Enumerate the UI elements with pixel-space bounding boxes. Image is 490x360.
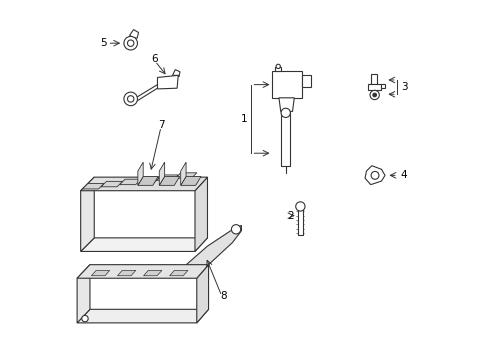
Polygon shape — [81, 177, 94, 251]
Polygon shape — [118, 270, 136, 276]
Polygon shape — [77, 265, 90, 323]
Bar — [368, 84, 381, 90]
Bar — [371, 74, 377, 84]
Polygon shape — [101, 181, 122, 187]
Polygon shape — [365, 166, 385, 185]
Polygon shape — [138, 177, 160, 183]
Polygon shape — [157, 75, 178, 89]
Text: 1: 1 — [241, 114, 248, 124]
Polygon shape — [92, 270, 110, 276]
Polygon shape — [77, 265, 209, 278]
Circle shape — [124, 36, 138, 50]
Polygon shape — [159, 162, 165, 185]
Circle shape — [296, 202, 305, 211]
Circle shape — [127, 40, 134, 46]
Bar — [281, 111, 290, 166]
Text: 6: 6 — [152, 54, 158, 64]
Polygon shape — [81, 238, 207, 251]
Circle shape — [373, 93, 376, 97]
Circle shape — [82, 315, 88, 322]
Bar — [302, 75, 311, 87]
Circle shape — [276, 64, 280, 68]
Polygon shape — [120, 179, 141, 185]
Polygon shape — [184, 225, 242, 276]
Polygon shape — [138, 176, 158, 185]
Polygon shape — [298, 208, 302, 235]
Polygon shape — [82, 184, 104, 189]
Polygon shape — [175, 173, 197, 178]
Polygon shape — [181, 176, 201, 185]
Circle shape — [371, 171, 379, 179]
Bar — [272, 71, 302, 98]
Text: 3: 3 — [401, 82, 407, 92]
Polygon shape — [138, 162, 143, 185]
Polygon shape — [144, 270, 162, 276]
Text: 8: 8 — [220, 291, 227, 301]
Polygon shape — [130, 30, 139, 38]
Text: 2: 2 — [287, 211, 294, 221]
Circle shape — [124, 92, 138, 106]
Circle shape — [281, 108, 291, 117]
Polygon shape — [181, 162, 186, 185]
Text: 4: 4 — [401, 170, 407, 180]
Bar — [381, 84, 385, 88]
Polygon shape — [195, 177, 207, 251]
Circle shape — [127, 96, 134, 102]
Polygon shape — [157, 175, 178, 180]
Polygon shape — [77, 309, 209, 323]
Polygon shape — [279, 98, 294, 111]
Bar — [275, 67, 281, 71]
Text: 7: 7 — [158, 120, 164, 130]
Polygon shape — [170, 270, 188, 276]
Polygon shape — [159, 176, 180, 185]
Polygon shape — [172, 69, 180, 77]
Circle shape — [231, 225, 241, 234]
Text: 5: 5 — [100, 38, 107, 48]
Polygon shape — [81, 177, 207, 191]
Polygon shape — [197, 265, 209, 323]
Circle shape — [370, 90, 379, 100]
